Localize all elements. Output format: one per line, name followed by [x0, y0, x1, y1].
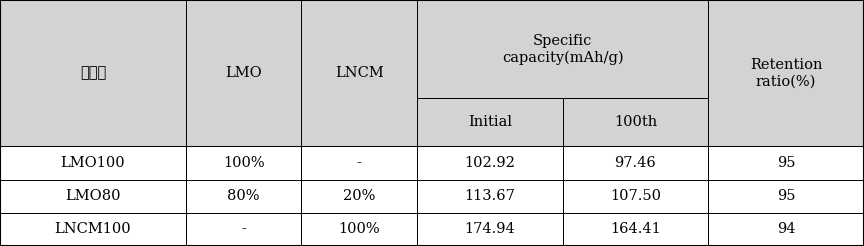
Text: 113.67: 113.67	[464, 189, 515, 203]
Text: 102.92: 102.92	[464, 156, 515, 170]
Bar	[417, 180, 562, 213]
Bar	[708, 0, 864, 146]
Text: 94: 94	[777, 222, 796, 236]
Bar	[708, 146, 864, 180]
Bar	[562, 213, 708, 246]
Text: 95: 95	[777, 156, 796, 170]
Text: 100%: 100%	[339, 222, 380, 236]
Text: 97.46: 97.46	[614, 156, 657, 170]
Text: -: -	[241, 222, 246, 236]
Bar	[302, 146, 417, 180]
Bar	[417, 0, 708, 98]
Text: Retention
ratio(%): Retention ratio(%)	[750, 58, 823, 88]
Text: 80%: 80%	[227, 189, 260, 203]
Text: LNCM100: LNCM100	[54, 222, 131, 236]
Text: 전극명: 전극명	[79, 66, 106, 80]
Bar	[0, 180, 186, 213]
Text: LMO100: LMO100	[60, 156, 125, 170]
Text: 20%: 20%	[343, 189, 375, 203]
Bar	[562, 180, 708, 213]
Text: 107.50: 107.50	[610, 189, 661, 203]
Text: LMO: LMO	[226, 66, 262, 80]
Bar	[186, 0, 302, 146]
Bar	[302, 0, 417, 146]
Bar	[0, 0, 186, 146]
Text: 95: 95	[777, 189, 796, 203]
Bar	[0, 146, 186, 180]
Bar	[417, 213, 562, 246]
Bar	[562, 146, 708, 180]
Bar	[417, 146, 562, 180]
Bar	[302, 213, 417, 246]
Text: 174.94: 174.94	[464, 222, 515, 236]
Text: 100th: 100th	[613, 115, 657, 129]
Bar	[186, 213, 302, 246]
Text: Initial: Initial	[467, 115, 511, 129]
Text: 164.41: 164.41	[610, 222, 661, 236]
Bar	[302, 180, 417, 213]
Bar	[708, 180, 864, 213]
Bar	[562, 98, 708, 146]
Text: LNCM: LNCM	[334, 66, 384, 80]
Text: 100%: 100%	[223, 156, 264, 170]
Bar	[708, 213, 864, 246]
Text: LMO80: LMO80	[65, 189, 121, 203]
Bar	[0, 213, 186, 246]
Bar	[186, 146, 302, 180]
Text: Specific
capacity(mAh/g): Specific capacity(mAh/g)	[502, 34, 624, 64]
Text: -: -	[357, 156, 362, 170]
Bar	[186, 180, 302, 213]
Bar	[417, 98, 562, 146]
